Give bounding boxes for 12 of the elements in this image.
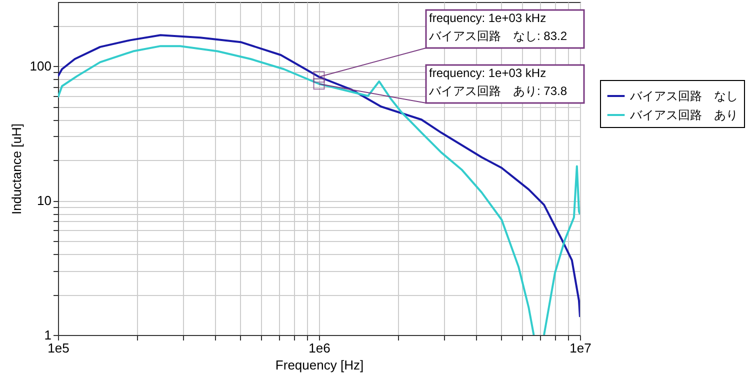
y-tick-label: 10 bbox=[37, 193, 52, 208]
legend-label: バイアス回路 あり bbox=[629, 108, 738, 122]
y-tick-label: 1 bbox=[44, 328, 52, 342]
x-tick-label: 1e6 bbox=[308, 340, 330, 356]
x-axis-title: Frequency [Hz] bbox=[275, 358, 364, 372]
y-tick-label: 100 bbox=[30, 58, 52, 74]
annotation: frequency: 1e+03 kHz バイアス回路 なし: 83.2 bbox=[428, 11, 568, 43]
y-axis-title: Inductance [uH] bbox=[8, 123, 24, 215]
annotation: frequency: 1e+03 kHz バイアス回路 あり: 73.8 bbox=[428, 66, 568, 98]
x-tick-label: 1e5 bbox=[48, 340, 70, 356]
x-tick-label: 1e7 bbox=[570, 340, 592, 356]
legend-label: バイアス回路 なし bbox=[629, 89, 738, 103]
